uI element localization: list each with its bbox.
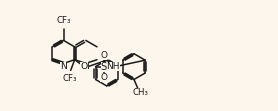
Text: O: O xyxy=(100,73,108,82)
Text: O: O xyxy=(80,62,88,71)
Text: N: N xyxy=(82,62,89,71)
Text: NH: NH xyxy=(106,62,120,71)
Text: CH₃: CH₃ xyxy=(132,88,148,97)
Text: CF₃: CF₃ xyxy=(63,74,77,83)
Text: CF₃: CF₃ xyxy=(56,16,71,25)
Text: S: S xyxy=(101,62,107,72)
Text: O: O xyxy=(100,51,108,60)
Text: N: N xyxy=(60,62,67,71)
